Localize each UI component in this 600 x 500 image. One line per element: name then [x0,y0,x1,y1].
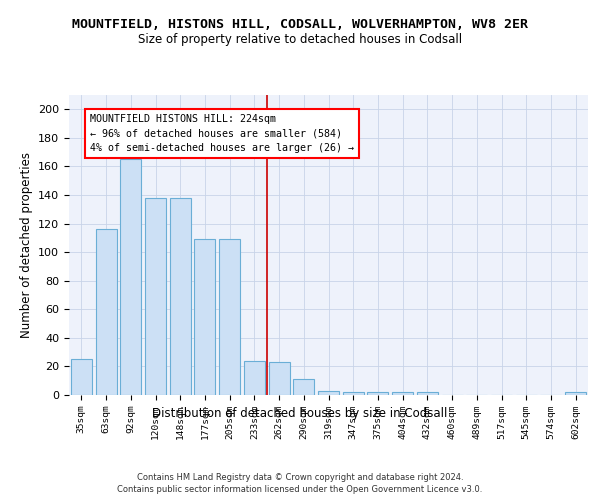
Text: MOUNTFIELD HISTONS HILL: 224sqm
← 96% of detached houses are smaller (584)
4% of: MOUNTFIELD HISTONS HILL: 224sqm ← 96% of… [90,114,354,153]
Bar [244,360,265,395]
Y-axis label: Number of detached properties: Number of detached properties [20,152,32,338]
Bar [318,390,339,395]
Text: MOUNTFIELD, HISTONS HILL, CODSALL, WOLVERHAMPTON, WV8 2ER: MOUNTFIELD, HISTONS HILL, CODSALL, WOLVE… [72,18,528,30]
Bar [343,392,364,395]
Bar [565,392,586,395]
Text: Contains public sector information licensed under the Open Government Licence v3: Contains public sector information licen… [118,485,482,494]
Bar [194,240,215,395]
Text: Distribution of detached houses by size in Codsall: Distribution of detached houses by size … [152,408,448,420]
Bar [170,198,191,395]
Text: Size of property relative to detached houses in Codsall: Size of property relative to detached ho… [138,32,462,46]
Bar [269,362,290,395]
Bar [95,230,116,395]
Bar [293,380,314,395]
Bar [392,392,413,395]
Bar [145,198,166,395]
Text: Contains HM Land Registry data © Crown copyright and database right 2024.: Contains HM Land Registry data © Crown c… [137,472,463,482]
Bar [417,392,438,395]
Bar [120,160,141,395]
Bar [367,392,388,395]
Bar [219,240,240,395]
Bar [71,360,92,395]
